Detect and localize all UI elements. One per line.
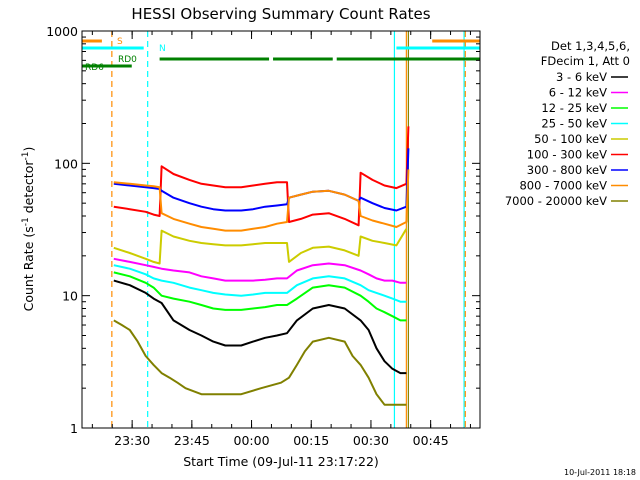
legend-label-50-100-kev: 50 - 100 keV: [534, 132, 607, 146]
x-tick-label: 00:45: [413, 433, 449, 448]
legend-header-line-2: FDecim 1, Att 0: [541, 54, 630, 68]
legend-label-12-25-kev: 12 - 25 keV: [541, 101, 607, 115]
x-axis-label: Start Time (09-Jul-11 23:17:22): [183, 454, 379, 469]
y-axis-label-end: ): [21, 147, 36, 152]
x-tick-label: 23:45: [174, 433, 210, 448]
legend-label-7000-20000-kev: 7000 - 20000 keV: [505, 194, 607, 208]
series-line-25-50-kev: [113, 264, 407, 303]
legend: Det 1,3,4,5,6, FDecim 1, Att 0 3 - 6 keV…: [505, 39, 630, 208]
series-line-3-6-kev: [113, 279, 407, 375]
flag-bars: S N RD0 RD6: [82, 37, 480, 73]
legend-header-line-1: Det 1,3,4,5,6,: [551, 39, 630, 53]
legend-label-3-6-kev: 3 - 6 keV: [556, 70, 607, 84]
series-line-800-7000-kev: [113, 169, 410, 232]
x-tick-label: 00:00: [234, 433, 270, 448]
legend-label-300-800-kev: 300 - 800 keV: [527, 163, 607, 177]
x-tick-label: 23:30: [114, 433, 150, 448]
legend-label-25-50-kev: 25 - 50 keV: [541, 117, 607, 131]
chart-title: HESSI Observing Summary Count Rates: [131, 5, 430, 23]
legend-label-800-7000-kev: 800 - 7000 keV: [519, 179, 607, 193]
series-line-7000-20000-kev: [113, 319, 407, 406]
flag-label-s: S: [117, 37, 123, 47]
plot-background: [82, 31, 480, 428]
series-line-6-12-kev: [113, 257, 407, 284]
legend-label-100-300-kev: 100 - 300 keV: [527, 148, 607, 162]
y-axis-label-mid: detector: [21, 160, 36, 218]
y-axis-label-sup1: -1: [21, 217, 31, 226]
y-axis-label: Count Rate (s-1 detector-1): [21, 147, 36, 312]
y-axis-label-main: Count Rate (s: [21, 226, 36, 311]
series-line-12-25-kev: [113, 271, 407, 322]
flag-label-rd6: RD6: [85, 63, 104, 73]
y-tick-label: 1000: [46, 24, 78, 39]
y-tick-label: 1: [70, 421, 78, 436]
plot-area: S N RD0 RD6 1 10 100 1000 23:30 23:45 00:00 00:15 0…: [46, 24, 481, 448]
flag-label-rd0: RD0: [118, 55, 137, 65]
axis-ticks: 1 10 100 1000 23:30 23:45 00:00 00:15 00:30 00:45: [46, 24, 480, 448]
x-tick-label: 00:30: [353, 433, 389, 448]
series-line-50-100-kev: [113, 228, 408, 265]
series-group: [113, 126, 410, 406]
flag-label-n: N: [159, 44, 166, 54]
y-tick-label: 10: [62, 289, 78, 304]
x-tick-label: 00:15: [293, 433, 329, 448]
y-tick-label: 100: [54, 156, 78, 171]
legend-label-6-12-kev: 6 - 12 keV: [549, 86, 607, 100]
plot-frame: [81, 30, 481, 429]
footer-date: 10-Jul-2011 18:18: [564, 468, 636, 477]
y-axis-label-sup2: -1: [21, 152, 31, 161]
